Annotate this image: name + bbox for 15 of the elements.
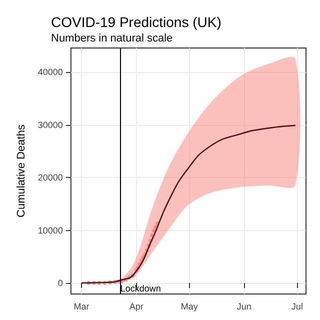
y-tick-label: 10000: [38, 225, 63, 236]
chart-subtitle: Numbers in natural scale: [51, 32, 173, 44]
chart-title: COVID-19 Predictions (UK): [51, 14, 222, 30]
ref-line-label: Lockdown: [120, 284, 161, 294]
y-tick-label: 0: [58, 278, 63, 288]
y-tick-label: 30000: [38, 120, 63, 130]
x-tick-label: Jul: [291, 302, 303, 312]
x-tick-label: Apr: [129, 302, 144, 312]
y-tick-label: 20000: [38, 172, 63, 183]
x-tick-label: Mar: [74, 302, 90, 312]
y-axis-title: Cumulative Deaths: [16, 124, 28, 218]
y-tick-label: 40000: [38, 67, 63, 78]
line-series: [80, 124, 296, 284]
x-tick-label: Jun: [236, 302, 252, 312]
x-tick-label: May: [180, 302, 198, 312]
